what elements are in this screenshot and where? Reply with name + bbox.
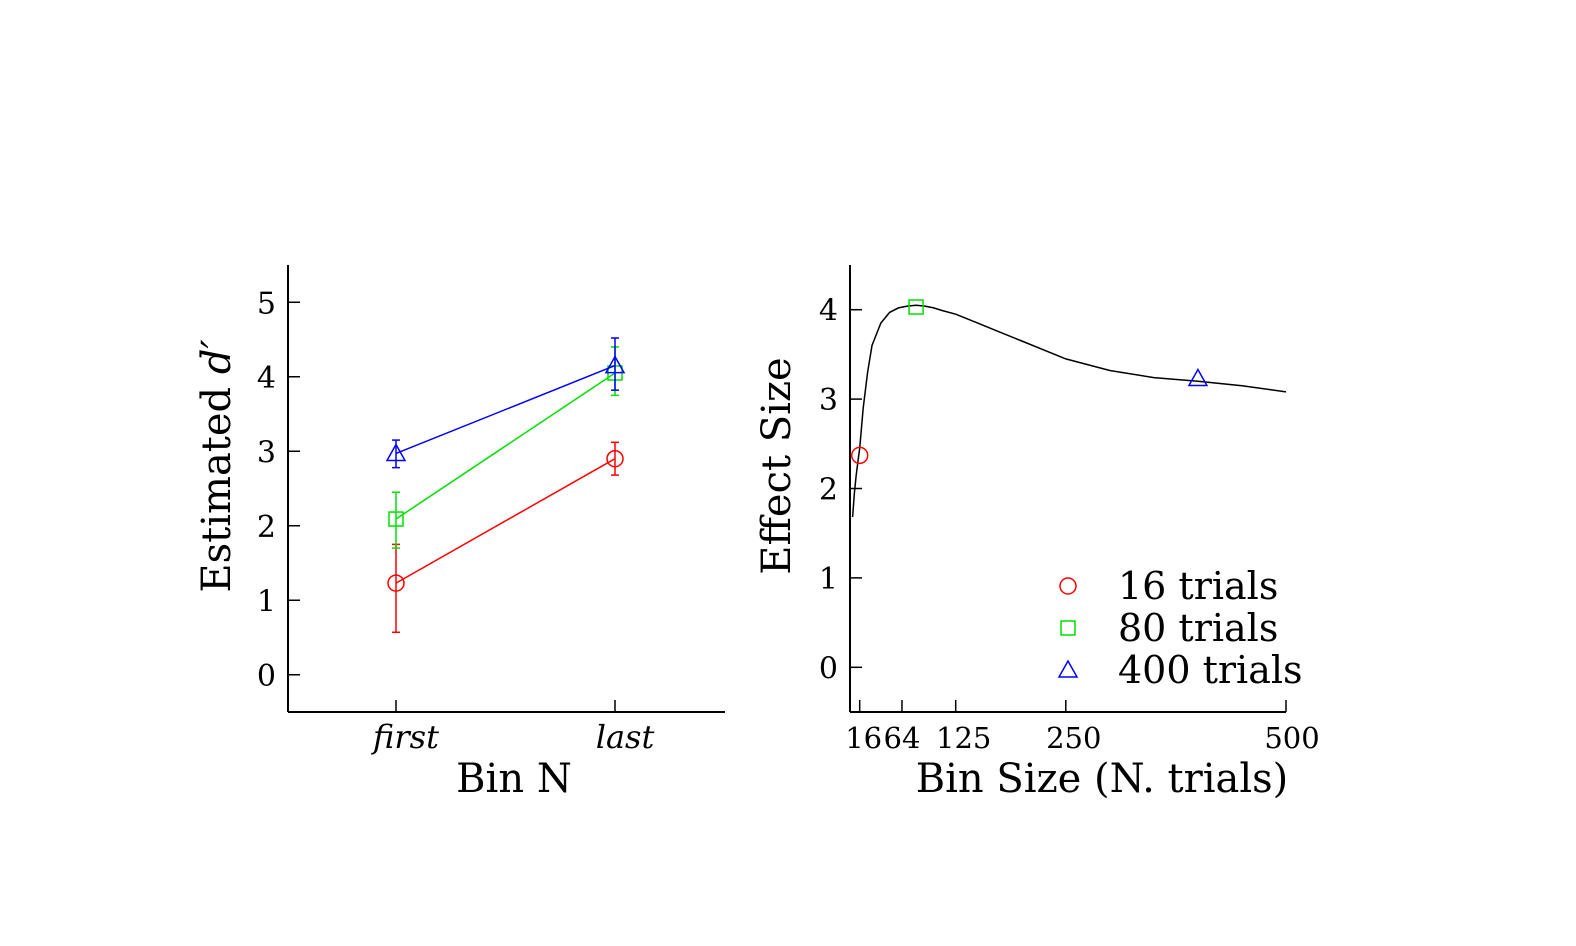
data-point-marker	[604, 355, 626, 374]
data-point-marker	[385, 442, 407, 462]
series-blue	[385, 337, 626, 469]
legend-marker-blue	[1057, 659, 1079, 678]
right-x-axis-title: Bin Size (N. trials)	[916, 756, 1289, 802]
left-y-ticks: 0 1 2 3 4 5	[257, 286, 300, 694]
series-red	[387, 441, 624, 634]
right-x-tick-label: 16	[845, 721, 882, 755]
effect-size-curve	[851, 304, 1287, 518]
left-y-tick-label: 0	[257, 659, 276, 694]
left-y-tick-label: 4	[257, 361, 276, 396]
right-x-ticks: 16 64 125 250 500	[845, 700, 1320, 755]
right-x-tick-label: 500	[1264, 721, 1319, 755]
series-line	[395, 372, 616, 520]
right-y-tick-label: 0	[819, 651, 838, 686]
series-line	[395, 364, 616, 455]
left-x-axis-title: Bin N	[456, 756, 572, 802]
data-point-marker	[388, 511, 404, 527]
right-y-ticks: 0 1 2 3 4	[819, 294, 862, 686]
right-chart: 0 1 2 3 4 16 64 125 250 500 Bin Size (N. trials)…	[754, 265, 1320, 802]
right-y-axis-title: Effect Size	[754, 357, 800, 574]
right-y-tick-label: 1	[819, 562, 838, 597]
left-y-axis-title-symbol: d′	[194, 339, 240, 374]
right-y-tick-label: 3	[819, 383, 838, 418]
data-point-marker	[387, 574, 405, 592]
left-series	[385, 337, 626, 634]
data-point-marker	[606, 449, 624, 468]
left-y-tick-label: 2	[257, 510, 276, 545]
curve-marker-green	[908, 299, 924, 315]
right-markers	[850, 299, 1209, 465]
left-x-ticks: first last	[371, 700, 654, 756]
right-x-tick-label: 125	[936, 721, 991, 755]
left-y-tick-label: 1	[257, 584, 276, 619]
legend-label: 80 trials	[1118, 606, 1278, 650]
legend-marker-red	[1059, 577, 1077, 595]
legend-marker-green	[1060, 620, 1076, 636]
curve-marker-blue	[1187, 368, 1209, 387]
left-y-axis-title-prefix: Estimated	[194, 374, 240, 592]
left-y-tick-label: 5	[257, 286, 276, 321]
legend-label: 16 trials	[1118, 564, 1278, 608]
legend-label: 400 trials	[1118, 648, 1303, 692]
curve-marker-red	[850, 446, 869, 465]
left-x-tick-label: first	[371, 718, 439, 756]
right-x-tick-label: 250	[1046, 721, 1101, 755]
left-y-tick-label: 3	[257, 435, 276, 470]
right-x-tick-label: 64	[884, 721, 921, 755]
right-y-tick-label: 2	[819, 473, 838, 508]
right-y-tick-label: 4	[819, 294, 838, 329]
left-chart: 0 1 2 3 4 5 first last Bin N Estimated d′	[194, 265, 725, 802]
series-line	[395, 458, 616, 584]
left-x-tick-label: last	[596, 718, 655, 756]
left-y-axis-title: Estimated d′	[194, 339, 240, 592]
